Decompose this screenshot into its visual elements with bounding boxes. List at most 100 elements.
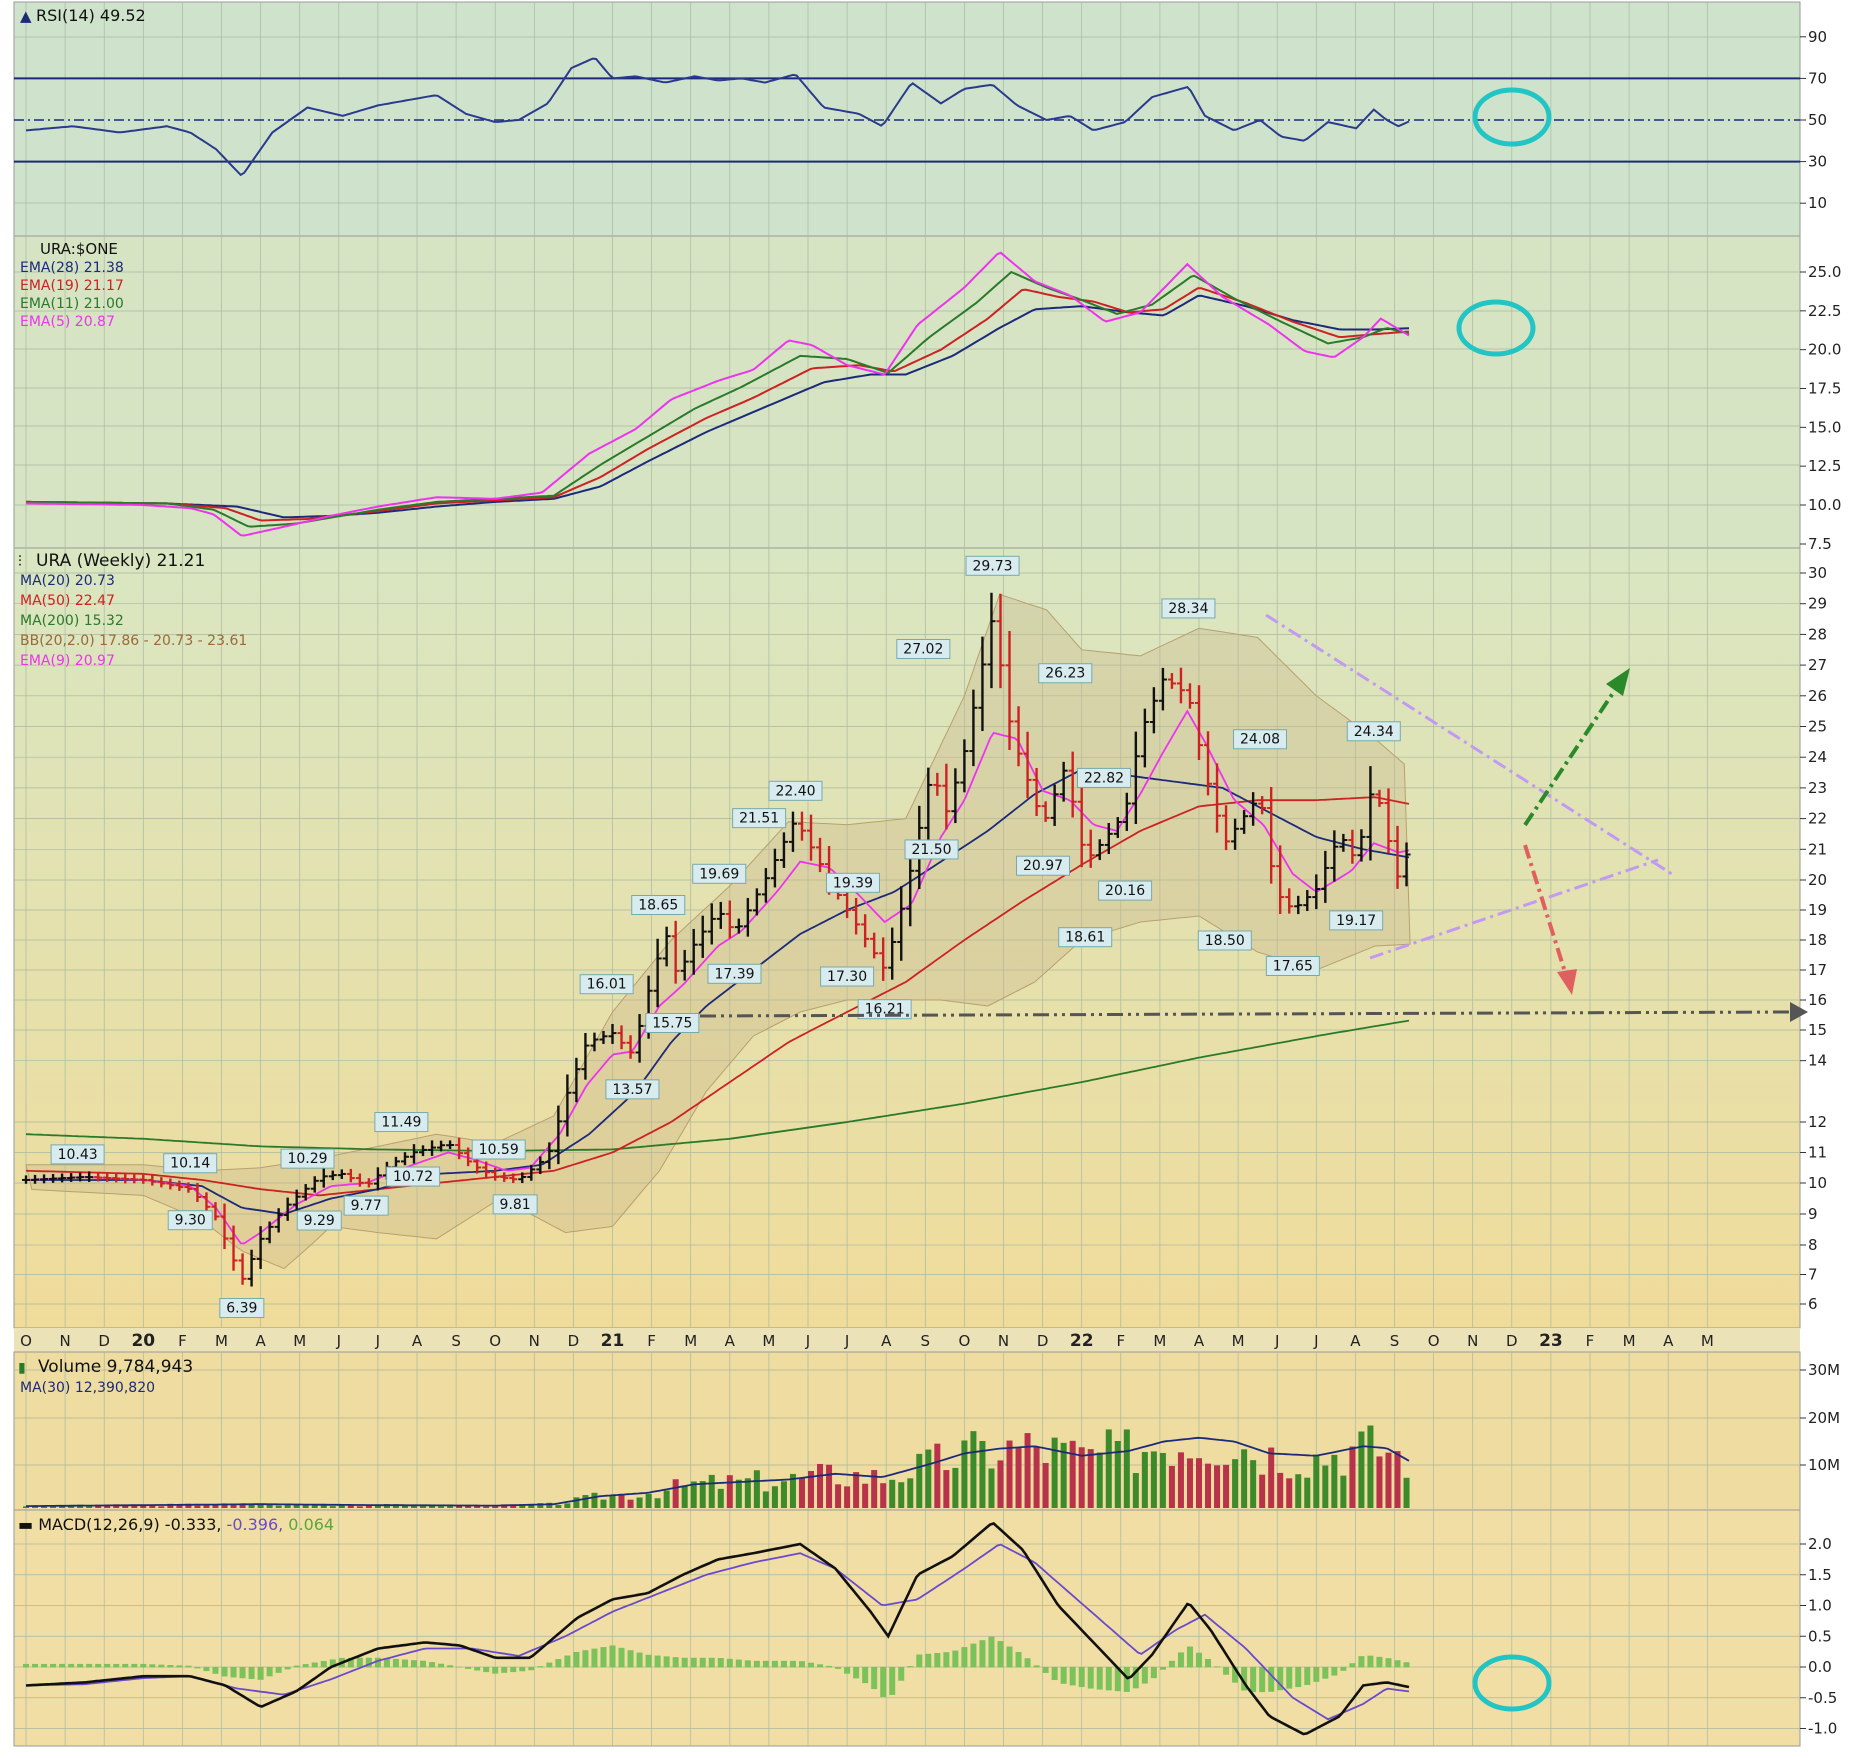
volume-bar — [1186, 1458, 1193, 1508]
volume-bar — [474, 1504, 481, 1508]
annotations — [699, 87, 1808, 1712]
volume-bar — [1051, 1437, 1058, 1508]
x-axis-label: F — [178, 1332, 187, 1350]
volume-bar — [744, 1478, 751, 1508]
ema28-line — [26, 294, 1410, 519]
macd-histogram-bar — [447, 1665, 454, 1668]
macd-histogram-bar — [131, 1663, 138, 1668]
price-label: 21.50 — [904, 839, 959, 860]
ema-highlight-circle — [1456, 299, 1536, 357]
macd-histogram-bar — [492, 1667, 499, 1674]
volume-bar — [1268, 1447, 1275, 1508]
volume-bar — [329, 1506, 336, 1508]
x-axis-label: 22 — [1070, 1331, 1094, 1351]
macd-histogram-bar — [1349, 1663, 1356, 1668]
macd-histogram-bar — [1268, 1667, 1275, 1692]
price-label-text: 10.14 — [170, 1156, 210, 1172]
price-label: 10.72 — [386, 1166, 441, 1187]
macd-histogram-bar — [41, 1663, 48, 1668]
macd-histogram-bar — [898, 1667, 905, 1681]
volume-bar — [1286, 1478, 1293, 1508]
macd-histogram-bar — [762, 1660, 769, 1668]
macd-histogram-bar — [871, 1667, 878, 1690]
volume-bar — [356, 1506, 363, 1508]
macd-histogram-bar — [392, 1658, 399, 1668]
volume-bar — [1132, 1473, 1139, 1508]
volume-bar — [185, 1503, 192, 1508]
macd-histogram-bar — [266, 1667, 273, 1677]
volume-bar — [988, 1468, 995, 1508]
macd-histogram-bar — [970, 1643, 977, 1668]
price-tick-label: 21 — [1808, 840, 1827, 858]
volume-bar — [1349, 1446, 1356, 1508]
x-axis-label: J — [1313, 1332, 1318, 1350]
macd-histogram-bar — [329, 1659, 336, 1668]
volume-bar — [528, 1504, 535, 1508]
x-axis-label: D — [98, 1332, 110, 1350]
volume-bar — [681, 1486, 688, 1508]
macd-histogram-bar — [356, 1657, 363, 1668]
x-axis-label: S — [921, 1332, 931, 1350]
price-label-text: 29.73 — [973, 558, 1013, 574]
volume-legend-title: Volume 9,784,943 — [38, 1357, 193, 1377]
macd-histogram-bar — [483, 1667, 490, 1673]
macd-tick-label: 1.0 — [1808, 1597, 1832, 1615]
price-label-box — [219, 1297, 265, 1318]
macd-histogram-bar — [1150, 1667, 1157, 1679]
volume-bar — [275, 1505, 282, 1508]
price-label-box — [820, 966, 875, 987]
price-tick-label: 20 — [1808, 871, 1827, 889]
price-label-box — [605, 1079, 660, 1100]
volume-bar — [600, 1499, 607, 1508]
volume-bar — [979, 1440, 986, 1508]
volume-bar — [636, 1497, 643, 1508]
macd-histogram-bar — [465, 1667, 472, 1669]
volume-bar — [564, 1503, 571, 1508]
macd-tick-label: -0.5 — [1808, 1689, 1837, 1707]
price-label: 16.01 — [579, 974, 634, 995]
macd-histogram-bar — [1168, 1660, 1175, 1668]
volume-bar — [23, 1506, 29, 1508]
volume-bar — [510, 1504, 517, 1508]
rsi-panel — [13, 1, 1801, 237]
macd-histogram-bar — [1223, 1667, 1230, 1675]
macd-histogram-bar — [780, 1660, 787, 1668]
price-label: 9.29 — [296, 1210, 342, 1231]
volume-bar — [420, 1506, 427, 1508]
x-axis-label: A — [412, 1332, 423, 1350]
volume-ma-line — [26, 1436, 1410, 1507]
macd-histogram-bar — [826, 1665, 833, 1668]
volume-bar — [726, 1475, 733, 1508]
macd-histogram-bar — [1322, 1667, 1329, 1679]
macd-histogram-bar — [591, 1648, 598, 1668]
macd-histogram-bar — [1367, 1655, 1374, 1668]
macd-histogram-bar — [1286, 1667, 1293, 1689]
macd-histogram-bar — [564, 1655, 571, 1668]
price-label-text: 22.40 — [775, 783, 815, 799]
price-label-text: 17.65 — [1273, 959, 1313, 975]
volume-bar — [1168, 1465, 1175, 1508]
macd-histogram-bar — [844, 1667, 851, 1674]
volume-bar — [302, 1504, 309, 1508]
price-label-box — [904, 839, 959, 860]
price-tick-label: 9 — [1808, 1205, 1818, 1223]
volume-bar — [1232, 1459, 1239, 1508]
volume-bar — [916, 1453, 923, 1508]
macd-histogram-bar — [176, 1665, 183, 1668]
volume-bar — [401, 1505, 408, 1508]
support-arrowhead — [1790, 1002, 1808, 1022]
macd-histogram-bar — [438, 1663, 445, 1668]
macd-histogram-bar — [374, 1657, 381, 1668]
volume-bar — [221, 1503, 228, 1508]
volume-bar — [1060, 1442, 1067, 1508]
volume-bar — [1114, 1440, 1121, 1508]
price-tick-label: 12 — [1808, 1113, 1827, 1131]
macd-plot — [23, 1522, 1410, 1736]
macd-histogram-bar — [916, 1654, 923, 1668]
x-axis-label: N — [529, 1332, 540, 1350]
volume-panel — [13, 1351, 1801, 1511]
volume-bar — [1241, 1449, 1248, 1508]
volume-bar — [410, 1506, 417, 1508]
rsi-line — [25, 57, 1410, 177]
volume-bar — [907, 1478, 914, 1508]
